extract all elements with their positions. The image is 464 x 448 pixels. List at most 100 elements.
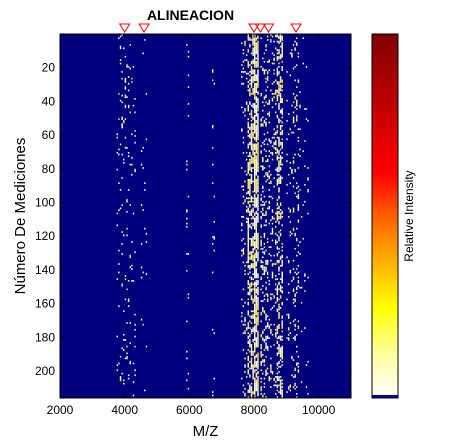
heatmap-cell: [241, 216, 243, 218]
heatmap-cell: [187, 86, 190, 88]
heatmap-cell: [297, 369, 300, 373]
heatmap-cell: [260, 300, 262, 302]
heatmap-cell: [294, 305, 296, 307]
heatmap-cell: [211, 71, 214, 73]
heatmap-cell: [260, 386, 262, 388]
heatmap-cell: [296, 392, 298, 395]
heatmap-cell: [118, 118, 120, 120]
heatmap-cell: [289, 74, 292, 77]
heatmap-cell: [187, 114, 190, 117]
heatmap-cell: [187, 296, 190, 299]
heatmap-cell: [265, 249, 267, 252]
heatmap-cell: [255, 168, 258, 176]
heatmap-cell: [275, 332, 277, 336]
heatmap-cell: [260, 118, 262, 122]
heatmap-cell: [265, 293, 267, 296]
heatmap-cell: [257, 79, 259, 87]
heatmap-cell: [247, 249, 249, 252]
heatmap-cell: [249, 271, 251, 274]
heatmap-cell: [266, 158, 269, 161]
heatmap-cell: [278, 308, 280, 311]
heatmap-cell: [265, 219, 267, 223]
heatmap-cell: [257, 322, 259, 324]
heatmap-cell: [255, 360, 258, 368]
heatmap-cell: [279, 167, 282, 171]
heatmap-cell: [124, 77, 127, 83]
heatmap-cell: [250, 62, 253, 65]
heatmap-cell: [271, 307, 274, 309]
heatmap-cell: [276, 170, 279, 173]
heatmap-cell: [265, 150, 267, 152]
heatmap-cell: [257, 273, 259, 279]
heatmap-cell: [265, 210, 267, 213]
heatmap-cell: [265, 69, 267, 72]
heatmap-cell: [249, 126, 251, 131]
heatmap-cell: [249, 74, 251, 77]
heatmap-cell: [127, 305, 130, 307]
heatmap-cell: [119, 379, 122, 382]
heatmap-cell: [250, 52, 253, 55]
heatmap-cell: [276, 285, 279, 287]
heatmap-cell: [119, 207, 122, 210]
heatmap-cell: [281, 276, 283, 284]
heatmap-cell: [257, 50, 259, 56]
heatmap-cell: [247, 81, 249, 83]
heatmap-cell: [255, 158, 258, 169]
heatmap-cell: [297, 271, 300, 274]
heatmap-cell: [297, 365, 300, 368]
heatmap-cell: [129, 360, 131, 365]
heatmap-cell: [276, 130, 279, 132]
heatmap-cell: [270, 246, 272, 249]
heatmap-background: [60, 34, 351, 398]
heatmap-cell: [121, 118, 123, 120]
heatmap-cell: [279, 119, 282, 122]
heatmap-cell: [271, 82, 274, 85]
heatmap-cell: [244, 387, 246, 390]
heatmap-cell: [296, 37, 298, 40]
heatmap-cell: [252, 103, 254, 105]
heatmap-cell: [276, 49, 279, 51]
heatmap-cell: [257, 69, 259, 80]
heatmap-cell: [255, 217, 258, 227]
heatmap-cell: [249, 251, 251, 255]
heatmap-cell: [265, 172, 267, 176]
heatmap-cell: [276, 82, 279, 85]
heatmap-cell: [121, 94, 123, 97]
heatmap-cell: [249, 151, 251, 156]
heatmap-cell: [252, 278, 254, 281]
heatmap-cell: [294, 382, 296, 385]
heatmap-cell: [129, 204, 131, 206]
heatmap-cell: [287, 387, 290, 390]
heatmap-cell: [247, 192, 249, 195]
heatmap-cell: [257, 312, 259, 323]
heatmap-cell: [268, 280, 270, 282]
heatmap-cell: [273, 323, 275, 326]
heatmap-cell: [250, 367, 253, 370]
heatmap-cell: [276, 386, 279, 388]
heatmap-cell: [250, 86, 253, 88]
heatmap-cell: [211, 391, 214, 393]
heatmap-cell: [249, 71, 251, 73]
heatmap-cell: [281, 55, 283, 58]
heatmap-cell: [242, 323, 245, 326]
heatmap-cell: [270, 365, 272, 372]
heatmap-cell: [266, 322, 269, 326]
heatmap-cell: [281, 216, 283, 218]
heatmap-cell: [131, 81, 133, 83]
heatmap-cell: [297, 167, 300, 169]
heatmap-cell: [268, 114, 270, 117]
heatmap-cell: [187, 74, 190, 77]
heatmap-cell: [270, 296, 272, 301]
heatmap-cell: [127, 155, 130, 158]
heatmap-cell: [255, 317, 258, 319]
heatmap-cell: [289, 231, 292, 233]
heatmap-cell: [271, 62, 274, 65]
heatmap-cell: [281, 330, 283, 333]
heatmap-cell: [211, 242, 214, 245]
heatmap-cell: [278, 298, 280, 301]
heatmap-cell: [268, 150, 270, 152]
heatmap-cell: [252, 59, 254, 65]
heatmap-cell: [276, 288, 279, 296]
heatmap-cell: [250, 328, 253, 331]
heatmap-cell: [266, 71, 269, 75]
